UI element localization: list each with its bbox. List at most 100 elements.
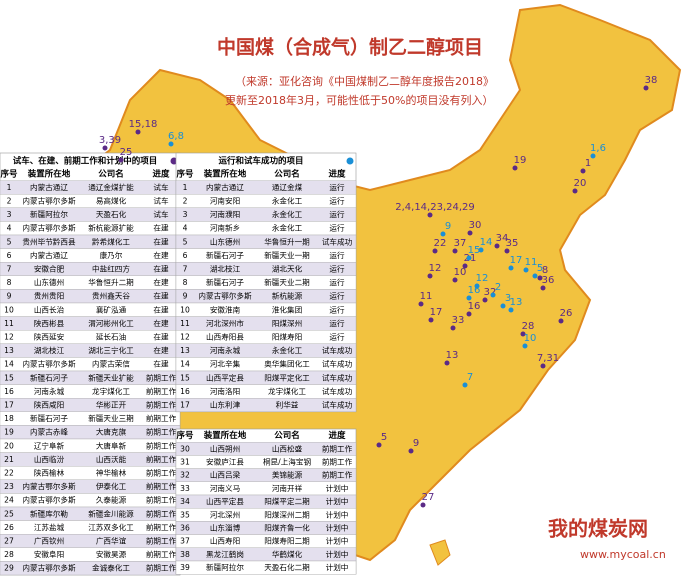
table-cell: 内蒙古通辽 bbox=[30, 182, 68, 192]
table-cell: 新疆石河子 bbox=[206, 277, 244, 287]
table-cell: 安徽昊源 bbox=[96, 549, 127, 559]
column-header: 序号 bbox=[175, 168, 194, 179]
table-cell: 10 bbox=[4, 305, 14, 314]
table-cell: 前期工作 bbox=[322, 470, 353, 480]
map-dot bbox=[540, 363, 546, 369]
map-label: 8 bbox=[542, 265, 548, 276]
table-cell: 19 bbox=[4, 428, 14, 437]
table-cell: 27 bbox=[4, 537, 14, 546]
table-cell: 华鲁恒升二期 bbox=[88, 277, 134, 287]
table-cell: 黑龙江鹤岗 bbox=[206, 549, 244, 559]
table-cell: 17 bbox=[4, 401, 14, 410]
table-cell: 大唐阜新 bbox=[96, 440, 127, 450]
table-cell: 内蒙古鄂尔多斯 bbox=[198, 291, 252, 301]
table-cell: 7 bbox=[7, 265, 12, 274]
table-cell: 阳煤寿阳二期 bbox=[264, 536, 310, 546]
map-label: 5 bbox=[537, 263, 543, 274]
table-cell: 山西吕梁 bbox=[210, 470, 241, 480]
table-cell: 贵州毕节黔西县 bbox=[22, 236, 76, 246]
column-header: 装置所在地 bbox=[27, 168, 71, 179]
column-header: 装置所在地 bbox=[203, 430, 247, 441]
map-dot bbox=[168, 141, 174, 147]
column-header: 序号 bbox=[0, 168, 18, 179]
table-cell: 河南永城 bbox=[34, 386, 65, 396]
map-dot bbox=[462, 382, 468, 388]
table-cell: 安徽合肥 bbox=[34, 264, 65, 274]
table-cell: 在建 bbox=[153, 250, 169, 260]
table-cell: 计划中 bbox=[326, 536, 349, 546]
map-label: 5 bbox=[381, 432, 387, 443]
table-cell: 5 bbox=[183, 237, 188, 246]
table-cell: 6 bbox=[7, 251, 12, 260]
table-cell: 运行 bbox=[329, 209, 345, 219]
table-cell: 10 bbox=[180, 305, 190, 314]
map-dot bbox=[450, 325, 456, 331]
map-label: 16 bbox=[468, 285, 481, 296]
map-dot bbox=[523, 267, 529, 273]
source-line: 更新至2018年3月，可能性低于50%的项目没有列入） bbox=[225, 93, 493, 107]
table-cell: 新疆金川能源 bbox=[88, 508, 134, 518]
table-cell: 山西朔州 bbox=[210, 443, 240, 453]
map-dot bbox=[500, 303, 506, 309]
map-label: 36 bbox=[542, 275, 555, 286]
table-cell: 河南义马 bbox=[210, 483, 240, 493]
table-cell: 永金化工 bbox=[272, 196, 303, 206]
map-dot bbox=[444, 360, 450, 366]
table-cell: 试车成功 bbox=[322, 345, 353, 355]
table-title: 运行和试车成功的项目 bbox=[218, 156, 303, 167]
table-cell: 贵州鑫天谷 bbox=[92, 291, 130, 301]
table-cell: 河北辛集 bbox=[210, 359, 241, 369]
table-cell: 前期工作 bbox=[146, 536, 177, 546]
table-cell: 新疆石河子 bbox=[206, 250, 244, 260]
table-cell: 广西华谊 bbox=[96, 536, 127, 546]
table-cell: 阳煤寿阳 bbox=[272, 332, 302, 342]
table-cell: 24 bbox=[4, 496, 14, 505]
table-cell: 前期工作 bbox=[146, 372, 177, 382]
column-header: 进度 bbox=[152, 168, 170, 179]
map-dot bbox=[452, 277, 458, 283]
table-cell: 39 bbox=[180, 563, 190, 572]
table-cell: 9 bbox=[183, 292, 188, 301]
map-label: 7,31 bbox=[537, 353, 559, 364]
table-cell: 大唐克旗 bbox=[96, 427, 127, 437]
map-dot bbox=[537, 275, 543, 281]
table-cell: 21 bbox=[4, 455, 14, 464]
map-label: 1,6 bbox=[590, 143, 606, 154]
map-dot bbox=[428, 317, 434, 323]
table-cell: 新疆天业扩能 bbox=[88, 372, 134, 382]
map-dot bbox=[466, 255, 472, 261]
table-cell: 运行 bbox=[329, 291, 345, 301]
table-cell: 华鲁恒升一期 bbox=[264, 236, 310, 246]
map-label: 11 bbox=[420, 291, 433, 302]
table-cell: 计划中 bbox=[326, 549, 349, 559]
table-cell: 湖北天化 bbox=[272, 264, 303, 274]
table-cell: 3 bbox=[7, 210, 12, 219]
table-cell: 安徽庐江县 bbox=[206, 457, 244, 467]
map-label: 16 bbox=[468, 301, 481, 312]
table-cell: 黔希煤化工 bbox=[92, 236, 130, 246]
table-cell: 延长石油 bbox=[96, 332, 126, 342]
table-cell: 15 bbox=[180, 373, 190, 382]
table-cell: 计划中 bbox=[326, 483, 349, 493]
table-cell: 内蒙古鄂尔多斯 bbox=[22, 196, 76, 206]
table-cell: 山西长治 bbox=[34, 304, 65, 314]
table-cell: 在建 bbox=[153, 277, 169, 287]
table-cell: 14 bbox=[4, 360, 14, 369]
map-dot bbox=[452, 248, 458, 254]
table-cell: 贵州贵阳 bbox=[34, 291, 64, 301]
table-cell: 前期工作 bbox=[146, 386, 177, 396]
column-header: 装置所在地 bbox=[203, 168, 247, 179]
table-cell: 8 bbox=[7, 278, 12, 287]
table-cell: 山东德州 bbox=[210, 236, 240, 246]
table-cell: 计划中 bbox=[326, 523, 349, 533]
map-dot bbox=[508, 265, 514, 271]
table-cell: 天盈石化 bbox=[96, 209, 127, 219]
table-cell: 16 bbox=[4, 387, 14, 396]
map-label: 14 bbox=[480, 237, 493, 248]
table-cell: 在建 bbox=[153, 345, 169, 355]
table-cell: 永金化工 bbox=[272, 345, 303, 355]
map-label: 17 bbox=[510, 255, 523, 266]
table-cell: 运行 bbox=[329, 250, 345, 260]
map-label: 7 bbox=[467, 372, 473, 383]
table-cell: 26 bbox=[4, 523, 14, 532]
